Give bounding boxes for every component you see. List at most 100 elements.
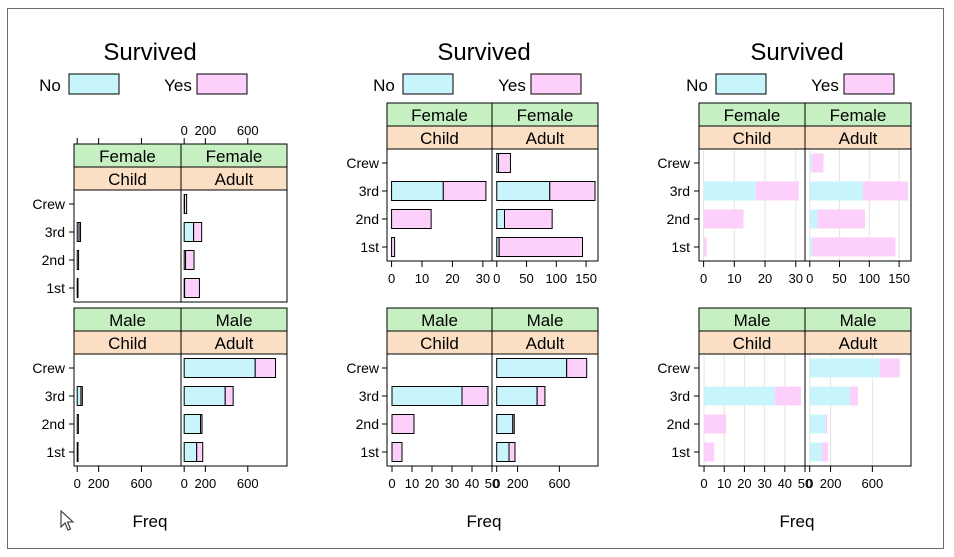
bar-yes-1st <box>704 442 715 462</box>
x-axis-label: Freq <box>780 512 815 531</box>
axis-tick-label: 50 <box>519 271 533 286</box>
bar-no-3rd <box>76 386 82 406</box>
axis-tick-label: 0 <box>700 271 707 286</box>
panel-female-adult: Female Adult 0 200 600 <box>180 123 288 303</box>
panel-frame <box>698 148 806 262</box>
axis-tick-label: 200 <box>88 476 110 491</box>
axis-tick-label: 0 <box>806 476 813 491</box>
chart-title: Survived <box>750 39 843 66</box>
legend-swatch-yes <box>196 73 248 95</box>
bar-no-2nd <box>496 209 506 229</box>
chart-2: Survived No Yes Female Child 1st 2nd 3rd Crew 0 10… <box>346 39 599 531</box>
chart-title: Survived <box>437 39 530 66</box>
bar-no-1st <box>496 442 510 462</box>
panel-female-child: Female Child 1st 2nd 3rd Crew 0 10 20 30 <box>657 102 806 286</box>
panel-frame <box>804 148 912 262</box>
strip-sex-label: Male <box>421 311 458 330</box>
axis-tick-label: 200 <box>507 476 529 491</box>
panel-male-child: Male Child 1st 2nd 3rd Crew 0 10 20 30 40 50 <box>346 307 499 491</box>
panel-frame <box>180 353 288 467</box>
category-label-3rd: 3rd <box>45 224 65 240</box>
axis-tick-label: 30 <box>445 476 459 491</box>
axis-tick-label: 600 <box>549 476 571 491</box>
bar-yes-crew <box>183 194 188 214</box>
bar-no-crew <box>809 153 812 173</box>
panel-frame <box>386 353 493 467</box>
bar-yes-3rd <box>193 222 203 242</box>
panel-male-adult: Male Adult 0 200 600 <box>804 307 912 491</box>
axis-tick-label: 20 <box>737 476 751 491</box>
axis-tick-label: 0 <box>700 476 707 491</box>
axis-tick-label: 100 <box>858 271 880 286</box>
panel-frame <box>698 353 806 467</box>
panel-male-adult: Male Adult 0 200 600 <box>180 307 288 491</box>
category-label-3rd: 3rd <box>359 183 379 199</box>
strip-age-label: Adult <box>526 334 565 353</box>
x-axis-label: Freq <box>467 512 502 531</box>
strip-sex-label: Female <box>99 147 156 166</box>
strip-sex-label: Male <box>734 311 771 330</box>
strip-sex-label: Male <box>527 311 564 330</box>
bar-yes-2nd <box>76 250 80 270</box>
bar-no-3rd <box>809 181 863 201</box>
bar-yes-crew <box>498 153 511 173</box>
bar-yes-2nd <box>703 209 744 229</box>
bar-no-3rd <box>183 222 195 242</box>
axis-tick-label: 30 <box>476 271 490 286</box>
strip-age-label: Child <box>420 129 459 148</box>
category-label-1st: 1st <box>671 444 690 460</box>
x-axis-label: Freq <box>133 512 168 531</box>
bar-yes-3rd <box>80 386 83 406</box>
axis-tick-label: 0 <box>806 271 813 286</box>
bar-yes-1st <box>76 442 79 462</box>
axis-tick-label: 0 <box>388 271 395 286</box>
bar-yes-3rd <box>442 181 487 201</box>
category-label-3rd: 3rd <box>45 388 65 404</box>
strip-sex-label: Male <box>216 311 253 330</box>
bar-yes-1st <box>76 278 79 298</box>
axis-tick-label: 50 <box>485 476 499 491</box>
bar-no-3rd <box>391 181 444 201</box>
bar-no-1st <box>809 442 823 462</box>
bar-yes-2nd <box>391 209 432 229</box>
strip-age-label: Child <box>108 334 147 353</box>
bar-yes-3rd <box>774 386 801 406</box>
bar-yes-crew <box>811 153 824 173</box>
panel-frame <box>491 353 599 467</box>
bar-yes-3rd <box>549 181 596 201</box>
panel-frame <box>491 148 599 262</box>
axis-tick-label: 600 <box>862 476 884 491</box>
bar-no-3rd <box>391 386 463 406</box>
category-label-1st: 1st <box>46 280 65 296</box>
axis-tick-label: 200 <box>195 476 217 491</box>
axis-tick-label: 600 <box>131 476 153 491</box>
axis-tick-label: 20 <box>425 476 439 491</box>
bar-no-2nd <box>809 209 818 229</box>
bar-yes-3rd <box>461 386 489 406</box>
category-label-2nd: 2nd <box>42 252 65 268</box>
strip-age-label: Adult <box>526 129 565 148</box>
axis-tick-label: 10 <box>727 271 741 286</box>
axis-tick-label: 600 <box>237 123 259 138</box>
axis-tick-label: 20 <box>758 271 772 286</box>
panel-female-adult: Female Adult 0 50 100 150 <box>491 102 599 286</box>
axis-tick-label: 200 <box>820 476 842 491</box>
axis-tick-label: 100 <box>545 271 567 286</box>
bar-yes-2nd <box>185 250 195 270</box>
panel-frame <box>386 148 493 262</box>
category-label-3rd: 3rd <box>670 388 690 404</box>
bar-yes-3rd <box>78 222 82 242</box>
bar-no-2nd <box>496 414 514 434</box>
bar-yes-1st <box>812 237 896 257</box>
category-label-crew: Crew <box>657 360 691 376</box>
axis-tick-label: 10 <box>717 476 731 491</box>
bar-no-3rd <box>496 181 551 201</box>
axis-tick-label: 0 <box>181 123 188 138</box>
bar-no-3rd <box>703 181 756 201</box>
strip-sex-label: Female <box>517 106 574 125</box>
category-label-crew: Crew <box>346 155 380 171</box>
category-label-2nd: 2nd <box>356 416 379 432</box>
bar-no-3rd <box>496 386 538 406</box>
